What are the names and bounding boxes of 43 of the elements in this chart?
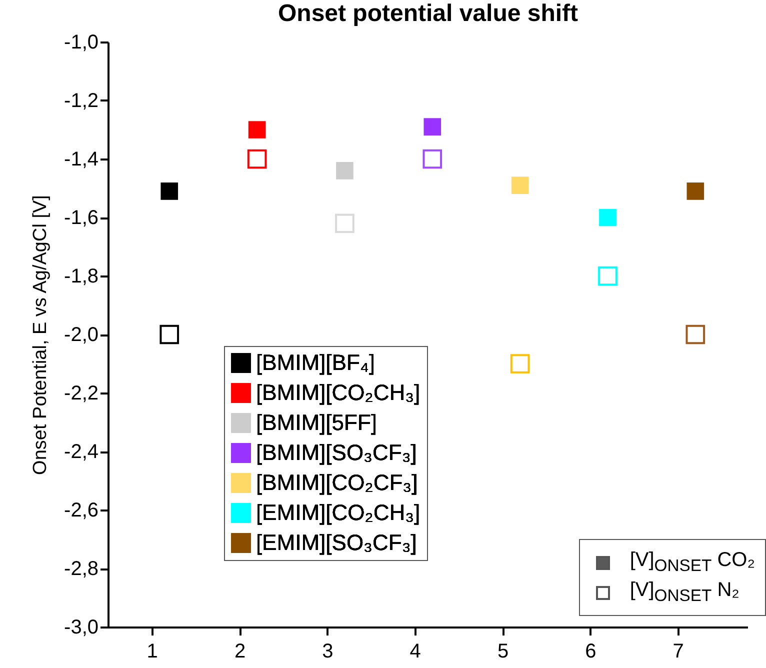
point bbox=[599, 208, 616, 226]
x-tick-label: 6 bbox=[585, 640, 596, 662]
point bbox=[510, 354, 530, 374]
point bbox=[335, 214, 354, 234]
point bbox=[336, 162, 354, 180]
legend-label: [BMIM][SO₃CF₃] bbox=[256, 440, 417, 465]
point bbox=[686, 182, 704, 200]
point bbox=[160, 182, 178, 200]
x-tick-label: 3 bbox=[322, 640, 334, 662]
chart-title: Onset potential value shift bbox=[278, 0, 578, 27]
point bbox=[422, 149, 442, 169]
y-tick-label: -3,0 bbox=[64, 616, 98, 638]
point bbox=[511, 176, 529, 194]
point bbox=[686, 324, 706, 344]
y-tick-label: -2,8 bbox=[64, 558, 98, 580]
y-tick-label: -1,6 bbox=[64, 207, 98, 229]
legend-label: [BMIM][5FF] bbox=[256, 410, 377, 435]
point bbox=[598, 266, 618, 286]
y-tick-label: -1,0 bbox=[64, 32, 98, 54]
legend-label: [BMIM][CO₂CF₃] bbox=[256, 470, 418, 495]
x-tick-label: 5 bbox=[497, 640, 509, 662]
point bbox=[248, 121, 266, 138]
y-tick-label: -2,2 bbox=[64, 382, 98, 404]
y-tick-label: -2,0 bbox=[64, 324, 98, 346]
annotation: [V]$_{ONSET}$ CO₂ bbox=[630, 549, 755, 576]
y-tick-label: -1,8 bbox=[64, 266, 98, 288]
x-tick-label: 2 bbox=[234, 640, 246, 662]
x-tick-label: 7 bbox=[672, 640, 684, 662]
point bbox=[247, 149, 267, 169]
legend-label: [EMIM][CO₂CH₃] bbox=[256, 500, 420, 525]
y-tick-label: -2,4 bbox=[64, 441, 98, 463]
point bbox=[424, 118, 442, 136]
x-tick-label: 4 bbox=[410, 640, 421, 662]
legend-label: [BMIM][BF₄] bbox=[256, 350, 375, 375]
y-tick-label: -1,2 bbox=[64, 90, 98, 112]
y-tick-label: -1,4 bbox=[64, 148, 98, 170]
y-axis-title: Onset Potential, E vs Ag/AgCl [V] bbox=[30, 195, 52, 475]
legend-label: [BMIM][CO₂CH₃] bbox=[256, 380, 420, 405]
annotation: [V]$_{ONSET}$ N₂ bbox=[630, 579, 740, 606]
y-tick-label: -2,6 bbox=[64, 500, 98, 522]
point bbox=[160, 324, 180, 344]
x-tick-label: 1 bbox=[146, 640, 158, 662]
legend-label: [EMIM][SO₃CF₃] bbox=[256, 530, 417, 555]
